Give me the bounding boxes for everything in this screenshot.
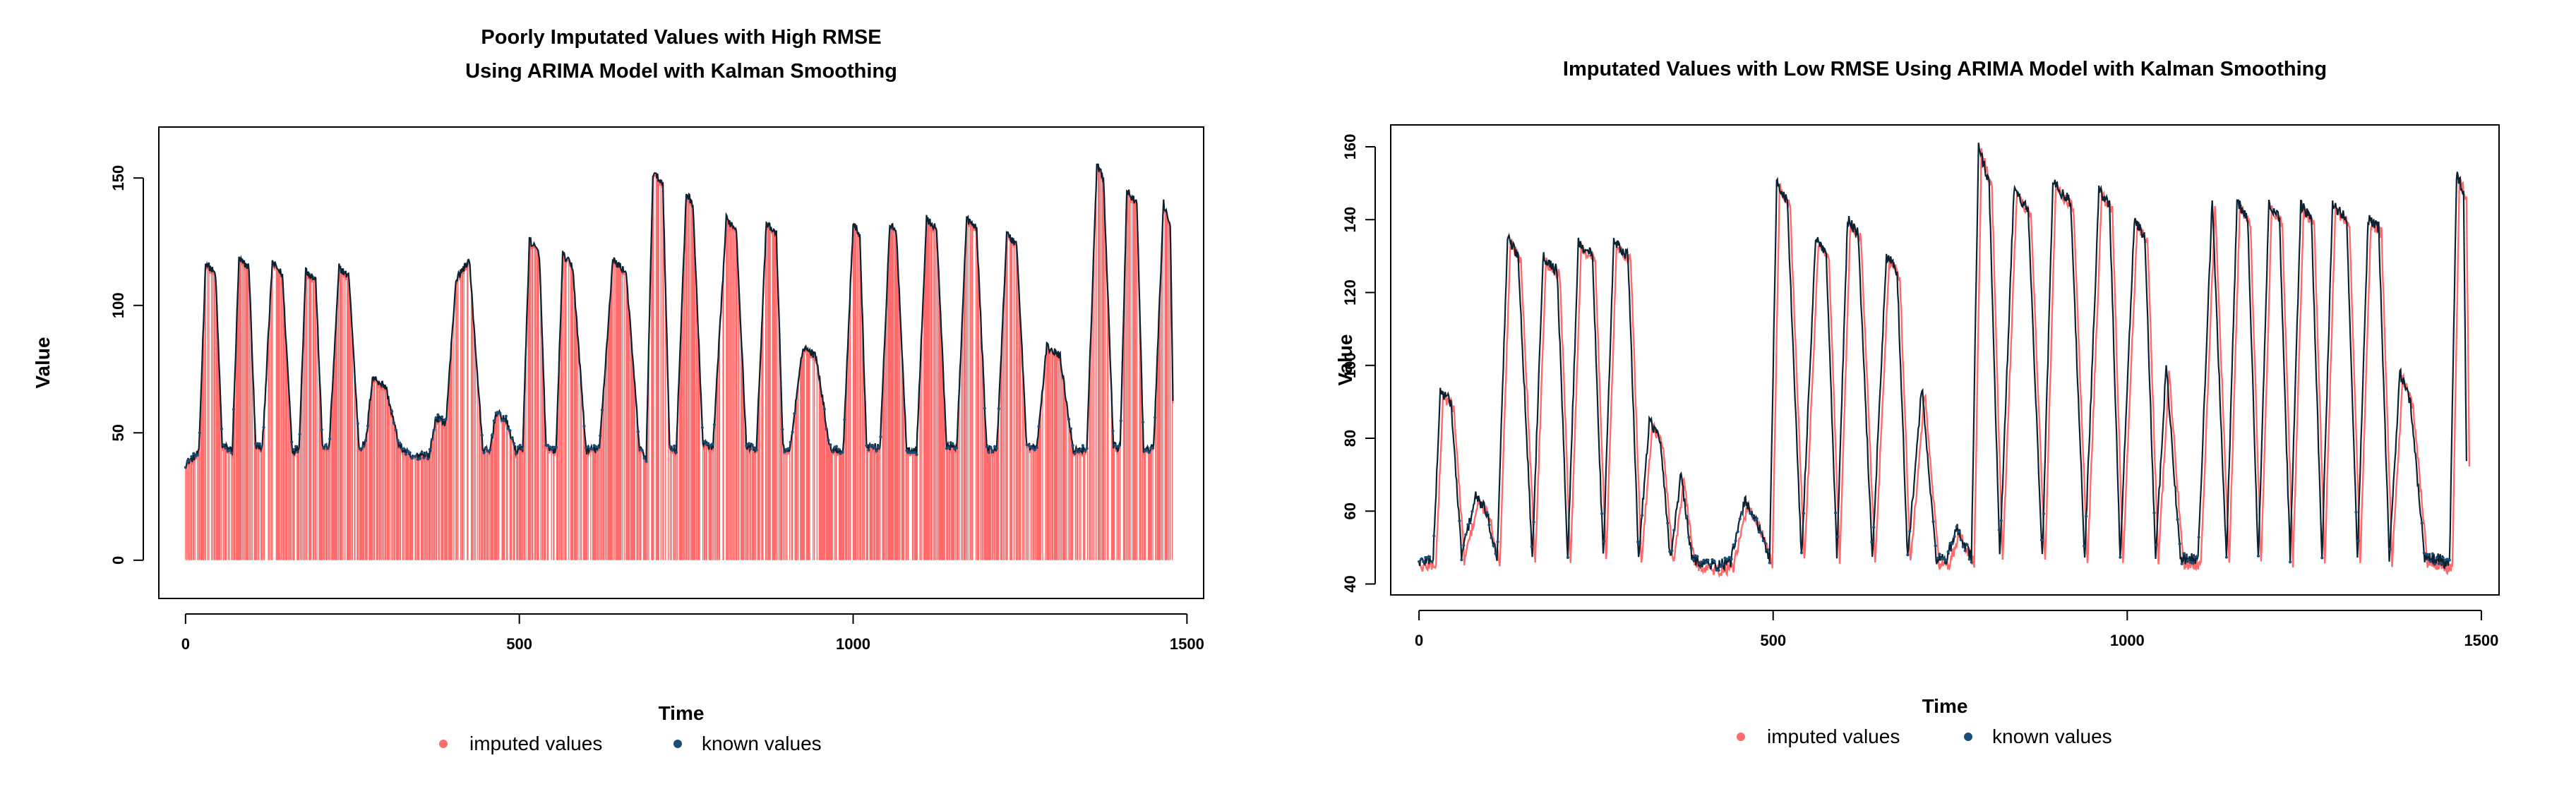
x-tick-label-0: 0: [1415, 632, 1423, 649]
y-tick-label-2: 100: [109, 292, 127, 318]
imputed-values-spikes: [185, 164, 1173, 560]
left-legend-label-imputed: imputed values: [469, 733, 602, 754]
right-axes: 0 500 1000 1500 40 60 80 100 120 140 160: [1341, 134, 2498, 649]
y-tick-label-2: 80: [1341, 430, 1359, 447]
left-axes: 0 500 1000 1500 0 50 100 150: [109, 165, 1204, 653]
known-values-line: [185, 163, 1174, 469]
x-tick-label-0: 0: [181, 635, 190, 653]
right-series-group: [1418, 143, 2471, 578]
right-legend-marker-imputed: [1737, 733, 1745, 741]
right-legend-label-known: known values: [1992, 725, 2112, 747]
known-values-line: [1418, 143, 2467, 572]
y-tick-label-3: 100: [1341, 352, 1359, 378]
x-tick-label-1: 500: [506, 635, 532, 653]
left-x-axis-label: Time: [659, 702, 705, 724]
y-tick-label-0: 0: [109, 556, 127, 565]
left-legend: imputed values known values: [439, 733, 822, 754]
y-tick-label-5: 140: [1341, 207, 1359, 233]
right-legend-marker-known: [1964, 733, 1972, 741]
imputed-values-line: [1418, 147, 2471, 578]
y-tick-label-0: 40: [1341, 575, 1359, 592]
y-tick-label-1: 50: [109, 424, 127, 441]
left-y-axis-label: Value: [32, 337, 54, 388]
left-chart-title: Poorly Imputated Values with High RMSE: [481, 26, 881, 49]
y-tick-label-6: 160: [1341, 134, 1359, 160]
right-legend-label-imputed: imputed values: [1767, 725, 1900, 747]
left-legend-marker-imputed: [439, 740, 448, 748]
x-tick-label-3: 1500: [1170, 635, 1204, 653]
left-chart: 0 500 1000 1500 0 50 100 150 Poorly Imputated V…: [32, 26, 1204, 754]
known-values-points: [1418, 510, 2451, 572]
y-tick-label-3: 150: [109, 165, 127, 191]
left-plot-frame: [158, 126, 1204, 599]
y-tick-label-1: 60: [1341, 502, 1359, 519]
x-tick-label-1: 500: [1760, 632, 1786, 649]
left-chart-subtitle: Using ARIMA Model with Kalman Smoothing: [465, 60, 897, 83]
right-y-axis-label: Value: [1334, 334, 1356, 385]
y-tick-label-4: 120: [1341, 279, 1359, 306]
right-x-axis-label: Time: [1922, 695, 1968, 717]
x-tick-label-2: 1000: [2110, 632, 2145, 649]
known-values-points: [184, 406, 1157, 469]
left-legend-marker-known: [673, 740, 682, 748]
left-series-group: [184, 163, 1174, 560]
left-legend-label-known: known values: [702, 733, 822, 754]
x-tick-label-2: 1000: [836, 635, 870, 653]
right-plot-frame: [1390, 124, 2500, 596]
right-chart: 0 500 1000 1500 40 60 80 100 120 140 160 Imputated…: [1334, 58, 2500, 747]
right-chart-title: Imputated Values with Low RMSE Using ARI…: [1563, 58, 2327, 80]
x-tick-label-3: 1500: [2464, 632, 2498, 649]
right-legend: imputed values known values: [1737, 725, 2112, 747]
